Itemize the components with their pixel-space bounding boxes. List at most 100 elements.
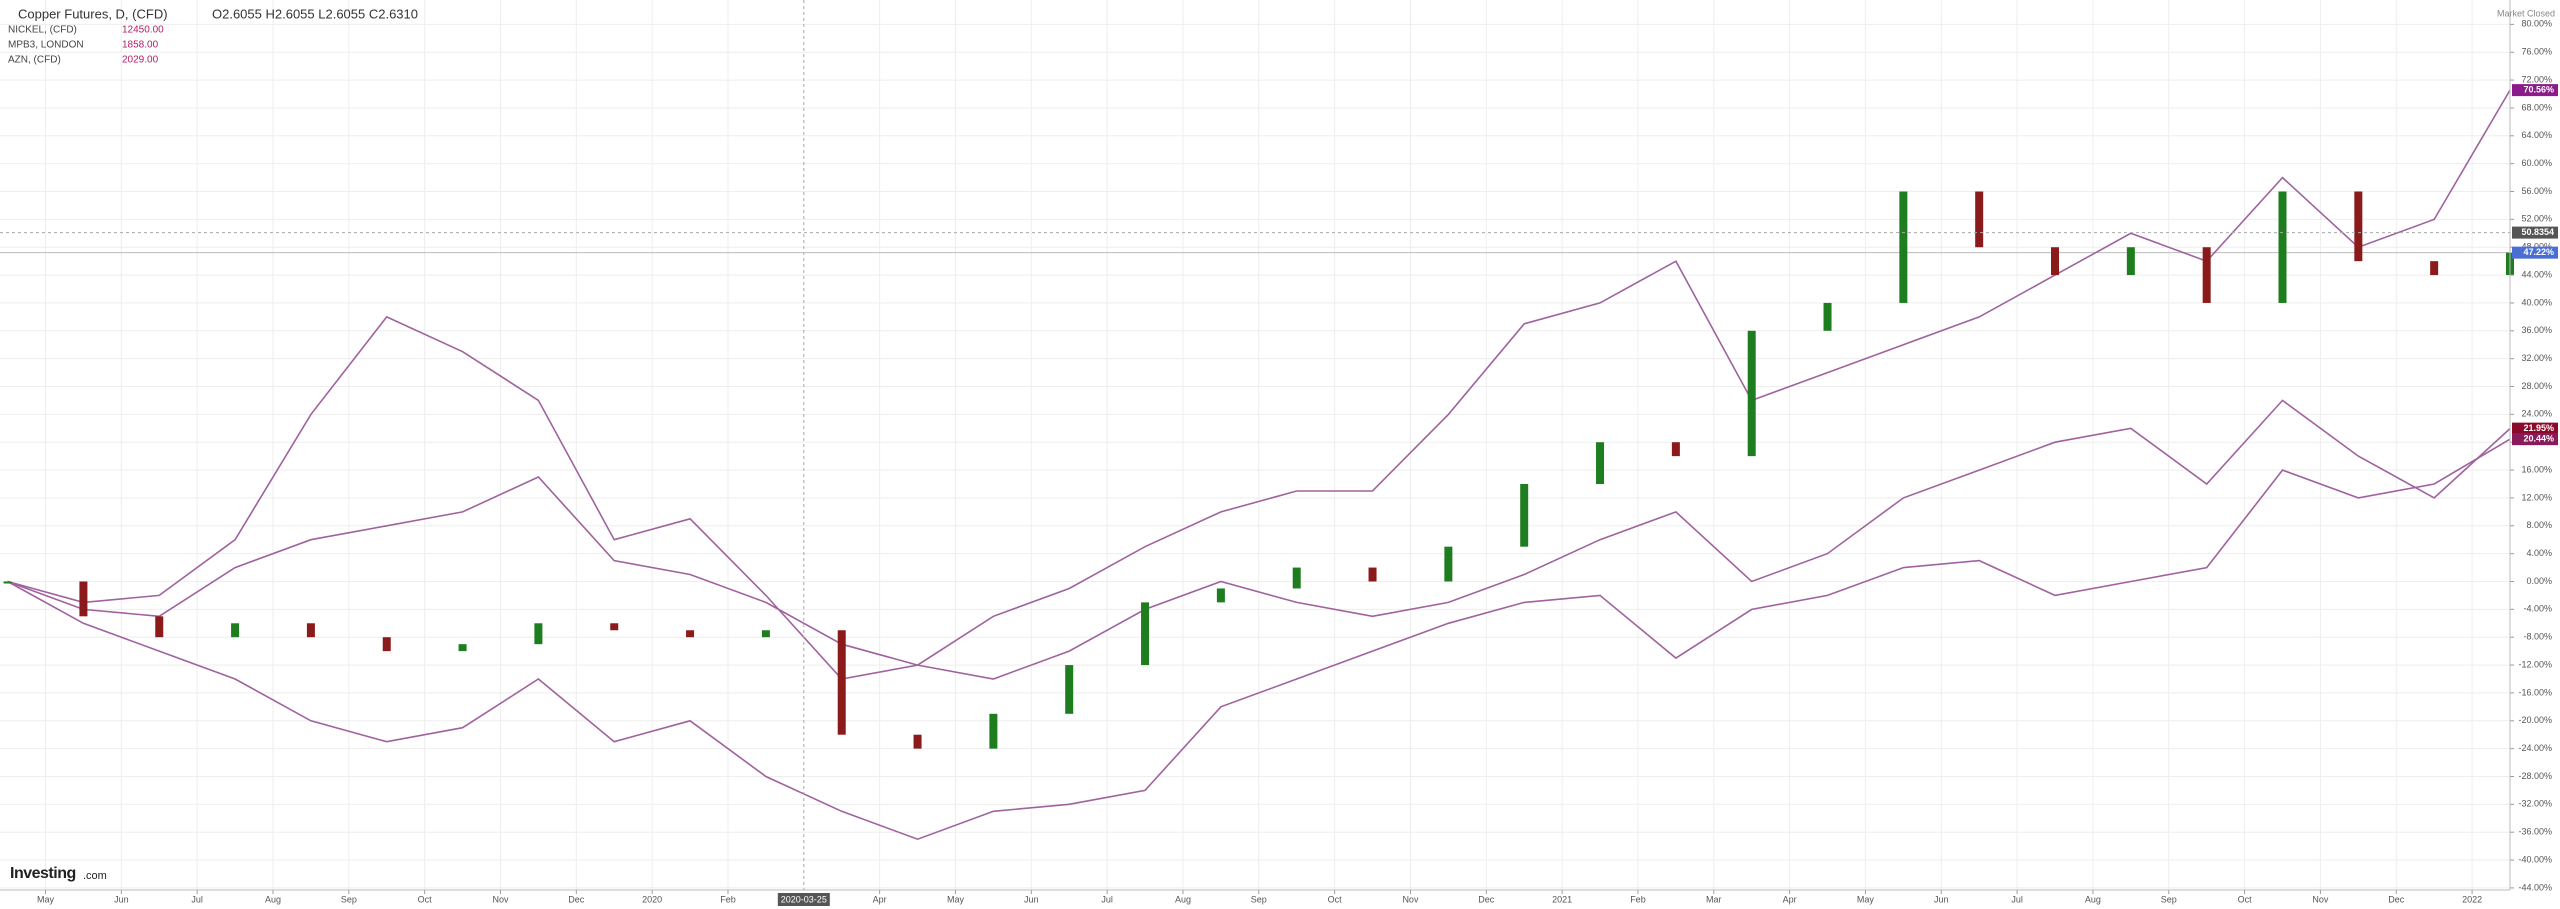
candle — [989, 713, 998, 749]
y-tick-label: 76.00% — [2521, 47, 2552, 57]
x-tick-label: May — [947, 894, 965, 904]
legend-price: 2029.00 — [122, 55, 159, 66]
candle — [837, 630, 846, 735]
x-tick-label: Jun — [114, 894, 129, 904]
x-tick-label: Oct — [418, 894, 433, 904]
candle — [2278, 191, 2287, 303]
y-tick-label: 8.00% — [2526, 520, 2552, 530]
y-tick-label: -28.00% — [2518, 771, 2552, 781]
plot — [0, 89, 2514, 841]
y-tick-label: 72.00% — [2521, 74, 2552, 84]
y-tick-label: -36.00% — [2518, 827, 2552, 837]
x-tick-label: Sep — [341, 894, 357, 904]
x-tick-label: Dec — [568, 894, 585, 904]
candle — [458, 644, 467, 652]
candle — [534, 623, 543, 645]
y-tick-label: 16.00% — [2521, 464, 2552, 474]
series-line — [7, 399, 2511, 680]
candle — [1899, 191, 1908, 303]
x-tick-label: Jun — [1934, 894, 1949, 904]
candle — [1292, 567, 1301, 589]
legend-price: 12450.00 — [122, 25, 164, 36]
x-tick-label: Nov — [1402, 894, 1419, 904]
legend-price: 1858.00 — [122, 40, 159, 51]
brand: Investing — [10, 865, 76, 882]
candle — [1596, 442, 1605, 484]
y-tick-label: -8.00% — [2523, 632, 2552, 642]
candle — [382, 637, 391, 652]
candle — [306, 623, 315, 638]
y-tick-label: 60.00% — [2521, 158, 2552, 168]
x-tick-label: Aug — [2085, 894, 2101, 904]
candle — [761, 630, 770, 638]
candle — [2126, 247, 2135, 276]
candle — [1141, 602, 1150, 666]
x-tick-label: 2020 — [642, 894, 662, 904]
candle — [3, 581, 12, 584]
x-tick-label: May — [37, 894, 55, 904]
y-tick-label: 12.00% — [2521, 492, 2552, 502]
x-tick-label: Aug — [265, 894, 281, 904]
y-tick-label: 28.00% — [2521, 381, 2552, 391]
last-label-box — [2512, 246, 2558, 259]
x-tick-label: Nov — [492, 894, 509, 904]
y-tick-label: 68.00% — [2521, 102, 2552, 112]
series-line — [7, 438, 2511, 841]
x-tick-label: Jun — [1024, 894, 1039, 904]
x-tick-label: Oct — [2238, 894, 2253, 904]
x-tick-label: Sep — [1251, 894, 1267, 904]
series-line — [7, 89, 2511, 680]
candle — [686, 630, 695, 638]
crosshair-y-label: 50.8354 — [2521, 227, 2554, 237]
y-tick-label: -44.00% — [2518, 882, 2552, 892]
last-label: 70.56% — [2523, 84, 2554, 94]
x-tick-label: Jul — [1101, 894, 1113, 904]
ohlc: O2.6055 H2.6055 L2.6055 C2.6310 — [212, 6, 418, 21]
x-tick-label: Feb — [720, 894, 736, 904]
legend-name: NICKEL, (CFD) — [8, 25, 77, 36]
candle — [610, 623, 619, 631]
last-label-box — [2512, 84, 2558, 97]
candle — [2430, 261, 2439, 276]
y-tick-label: 24.00% — [2521, 409, 2552, 419]
y-tick-label: 56.00% — [2521, 186, 2552, 196]
x-tick-label: 2021 — [1552, 894, 1572, 904]
y-tick-label: -40.00% — [2518, 854, 2552, 864]
x-tick-label: Nov — [2312, 894, 2329, 904]
last-label: 21.95% — [2523, 423, 2554, 433]
candle — [913, 734, 922, 749]
y-tick-label: 40.00% — [2521, 297, 2552, 307]
x-tick-label: 2022 — [2462, 894, 2482, 904]
x-tick-label: Jul — [2011, 894, 2023, 904]
last-label: 20.44% — [2523, 434, 2554, 444]
x-tick-label: Jul — [191, 894, 203, 904]
x-tick-label: Feb — [1630, 894, 1646, 904]
x-tick-label: Apr — [1783, 894, 1797, 904]
x-tick-label: May — [1857, 894, 1875, 904]
y-tick-label: 48.00% — [2521, 242, 2552, 252]
candle — [1823, 302, 1832, 331]
crosshair-x-label: 2020-03-25 — [781, 894, 827, 904]
legend-name: MPB3, LONDON — [8, 40, 84, 51]
crosshair-x-box — [777, 893, 830, 906]
y-tick-label: 36.00% — [2521, 325, 2552, 335]
y-tick-label: 0.00% — [2526, 576, 2552, 586]
candle — [1065, 665, 1074, 714]
y-tick-label: -12.00% — [2518, 659, 2552, 669]
last-label-box — [2512, 433, 2558, 446]
y-tick-label: -24.00% — [2518, 743, 2552, 753]
candle — [79, 581, 88, 617]
x-tick-label: Apr — [873, 894, 887, 904]
candle — [2051, 247, 2060, 276]
candle — [2354, 191, 2363, 262]
y-tick-label: -20.00% — [2518, 715, 2552, 725]
market-status: Market Closed — [2497, 8, 2555, 18]
brand-suffix: .com — [83, 870, 107, 882]
legend-name: AZN, (CFD) — [8, 55, 61, 66]
y-tick-label: -32.00% — [2518, 799, 2552, 809]
x-tick-label: Aug — [1175, 894, 1191, 904]
